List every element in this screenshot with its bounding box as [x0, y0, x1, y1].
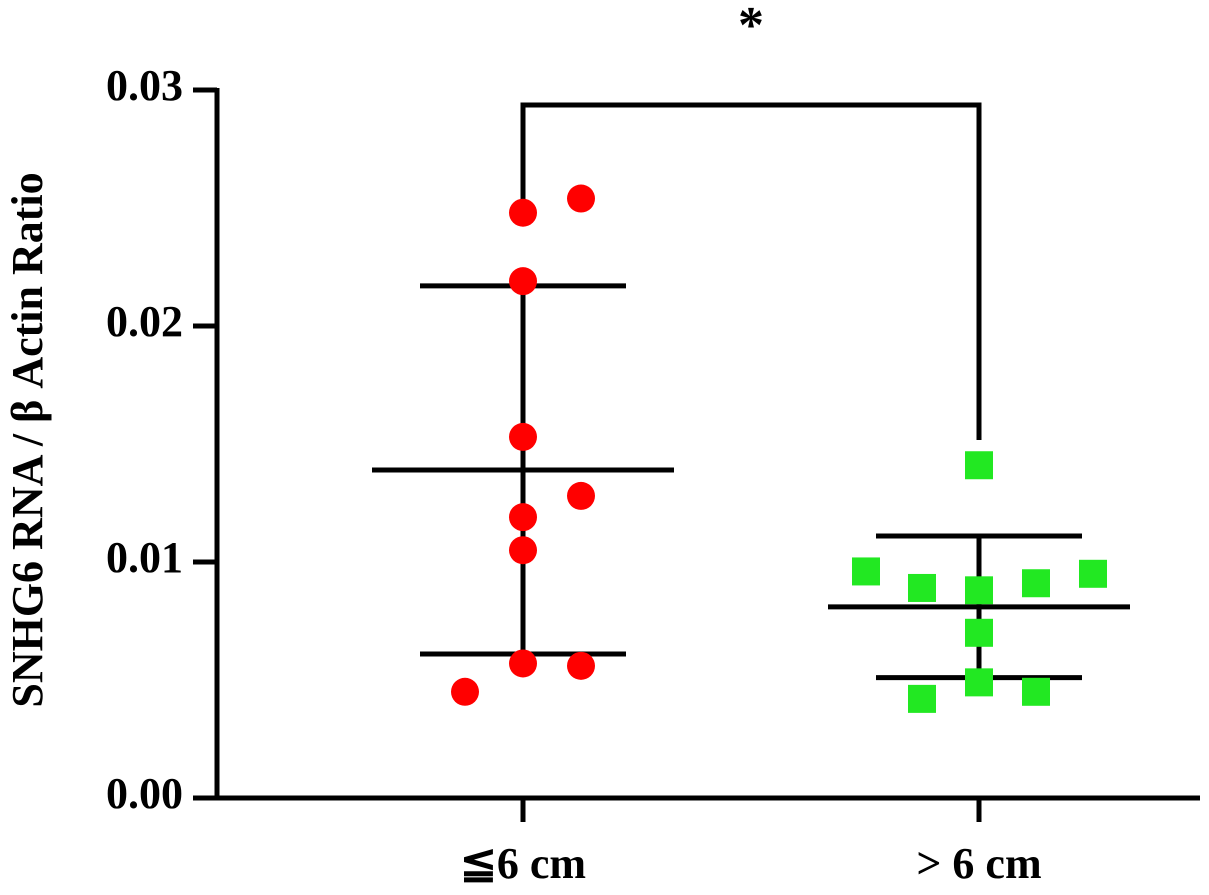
data-point	[509, 536, 537, 565]
x-tick-label: > 6 cm	[916, 839, 1041, 888]
data-point	[451, 677, 479, 706]
data-point	[965, 668, 993, 697]
y-axis-label: SNHG6 RNA / β Actin Ratio	[3, 172, 52, 707]
data-point	[509, 649, 537, 678]
y-tick-label: 0.02	[106, 297, 183, 346]
data-point	[567, 481, 595, 510]
y-tick-label: 0.00	[106, 769, 183, 818]
data-point	[908, 573, 936, 602]
data-point	[567, 184, 595, 213]
significance-label: *	[738, 0, 764, 54]
data-point	[509, 422, 537, 451]
data-point	[965, 618, 993, 647]
data-point	[908, 684, 936, 713]
data-point	[567, 651, 595, 680]
y-tick-label: 0.03	[106, 61, 183, 110]
data-point	[1079, 559, 1107, 588]
data-point	[1022, 569, 1050, 598]
data-point	[852, 557, 880, 586]
data-point	[509, 503, 537, 532]
data-point	[509, 267, 537, 296]
data-point	[965, 576, 993, 605]
x-tick-label: ≦6 cm	[460, 839, 586, 888]
y-tick-label: 0.01	[106, 533, 183, 582]
significance-bracket	[520, 102, 982, 440]
data-point	[965, 451, 993, 480]
data-point	[509, 198, 537, 227]
data-point	[1022, 677, 1050, 706]
